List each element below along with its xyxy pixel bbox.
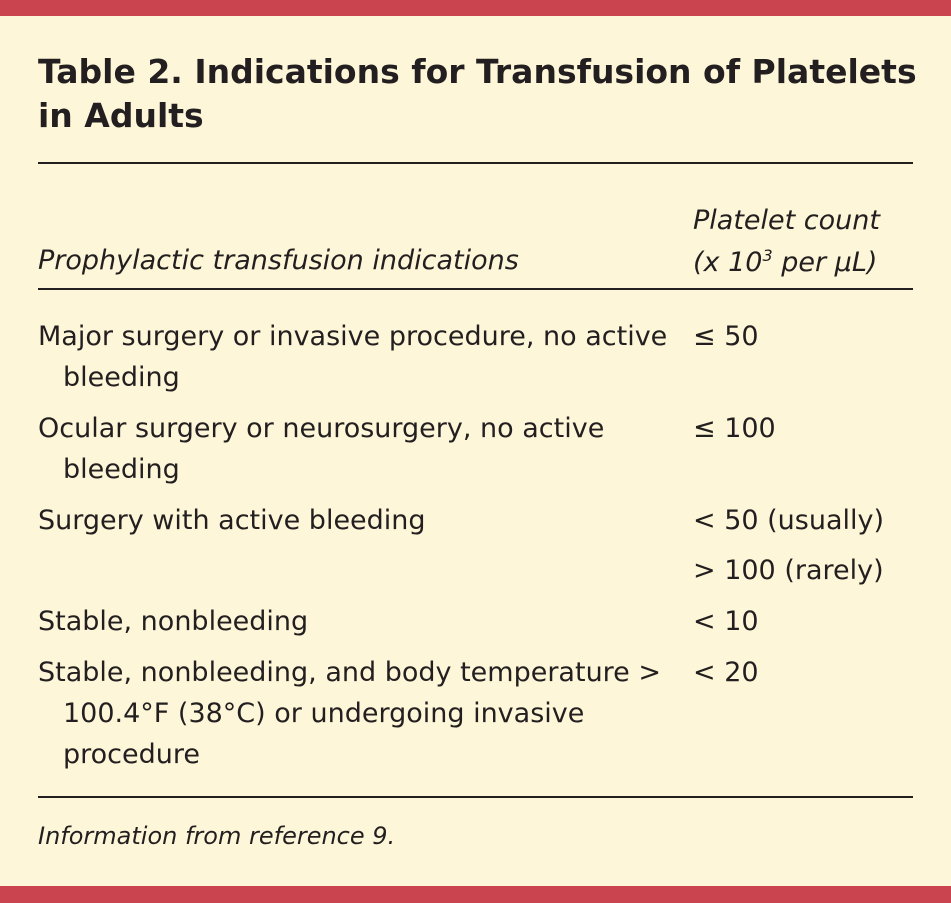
bottom-accent-bar (0, 886, 951, 903)
platelet-count-value: < 10 (693, 606, 759, 637)
indication-cell: Major surgery or invasive procedure, no … (38, 321, 668, 393)
table-title: Table 2. Indications for Transfusion of … (38, 52, 917, 135)
indication-cell: Ocular surgery or neurosurgery, no activ… (38, 413, 605, 485)
bottom-rule (38, 796, 913, 798)
column-header-platelet-count-line2: (x 103 per µL) (693, 242, 880, 284)
table-row: Stable, nonbleeding, and body temperatur… (38, 652, 913, 775)
platelet-count-value: ≤ 100 (693, 413, 776, 444)
unit-exponent: 3 (762, 246, 773, 265)
platelet-count-cell: < 50 (usually) > 100 (rarely) (693, 500, 913, 591)
indication-cell: Surgery with active bleeding (38, 505, 426, 536)
platelet-count-cell: ≤ 100 (693, 408, 913, 490)
indication-cell: Stable, nonbleeding, and body temperatur… (38, 657, 662, 770)
platelet-count-value: < 20 (693, 657, 759, 688)
column-header-platelet-count-line1: Platelet count (693, 205, 880, 236)
table-row: Surgery with active bleeding < 50 (usual… (38, 500, 913, 591)
platelet-count-cell: < 10 (693, 601, 913, 642)
indication-cell: Stable, nonbleeding (38, 606, 309, 637)
table-row: Ocular surgery or neurosurgery, no activ… (38, 408, 913, 490)
column-header-indications: Prophylactic transfusion indications (38, 245, 519, 276)
top-rule (38, 162, 913, 164)
platelet-count-value: > 100 (rarely) (693, 555, 884, 586)
platelet-count-value: ≤ 50 (693, 321, 759, 352)
platelet-count-cell: < 20 (693, 652, 913, 775)
platelet-count-cell: ≤ 50 (693, 316, 913, 398)
unit-prefix: (x 10 (693, 247, 763, 278)
unit-suffix: per µL) (772, 247, 878, 278)
header-rule (38, 288, 913, 290)
table-row: Stable, nonbleeding < 10 (38, 601, 913, 642)
top-accent-bar (0, 0, 951, 16)
column-header-platelet-count: Platelet count (x 103 per µL) (693, 200, 880, 284)
table-row: Major surgery or invasive procedure, no … (38, 316, 913, 398)
table-body: Major surgery or invasive procedure, no … (38, 316, 913, 785)
platelet-count-value: < 50 (usually) (693, 505, 885, 536)
footnote: Information from reference 9. (38, 822, 396, 850)
